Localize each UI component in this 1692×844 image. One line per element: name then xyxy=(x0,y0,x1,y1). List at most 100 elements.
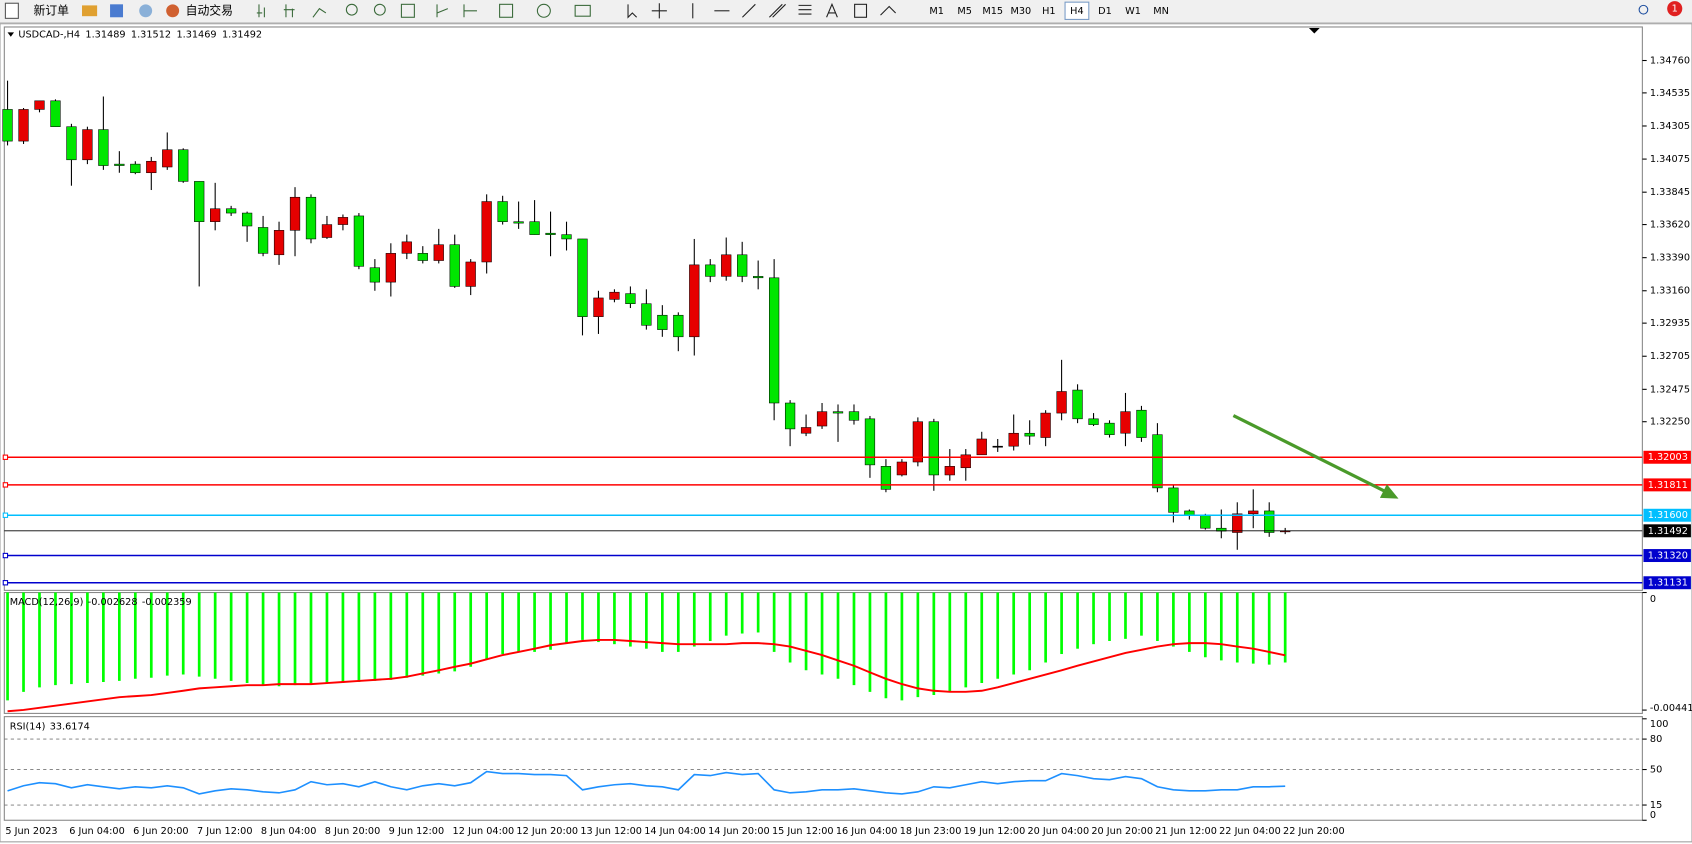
level-label-box xyxy=(1643,478,1691,492)
channel-icon[interactable] xyxy=(769,3,786,18)
candle-body xyxy=(162,149,173,168)
timeframe-button[interactable]: M1 xyxy=(929,6,944,17)
candle-body xyxy=(880,466,892,490)
chart-shift-marker[interactable] xyxy=(1308,28,1320,34)
timeframe-button[interactable]: D1 xyxy=(1098,6,1112,17)
timeframe-button[interactable]: H1 xyxy=(1042,6,1055,17)
auto-trading-icon[interactable] xyxy=(166,4,180,18)
x-tick-label: 18 Jun 23:00 xyxy=(900,826,962,837)
candle-body xyxy=(1056,391,1067,414)
indicator-value: -0.002628 xyxy=(88,597,138,608)
candle-body xyxy=(241,212,253,227)
candle-body xyxy=(1088,418,1099,425)
scroll-icon[interactable] xyxy=(436,4,449,18)
candle-body xyxy=(1008,432,1019,447)
timeframe-button[interactable]: H4 xyxy=(1070,6,1083,17)
new-order-icon[interactable] xyxy=(4,2,19,19)
candle-body xyxy=(529,221,540,235)
y-tick-label: 0 xyxy=(1650,594,1656,605)
periods-icon[interactable] xyxy=(536,3,551,18)
symbol-menu-arrow[interactable] xyxy=(7,32,15,37)
timeframe-button[interactable]: M30 xyxy=(1010,6,1031,17)
level-label-box xyxy=(1643,549,1691,563)
x-tick-label: 20 Jun 04:00 xyxy=(1028,826,1090,837)
candle-body xyxy=(848,411,860,421)
candle-body xyxy=(66,126,77,161)
candle-body xyxy=(641,303,652,326)
candle-body xyxy=(369,267,380,283)
candle-body xyxy=(98,129,109,166)
y-tick-label: 1.34760 xyxy=(1650,56,1690,67)
x-tick-label: 6 Jun 04:00 xyxy=(69,826,124,837)
new-order-button[interactable]: 新订单 xyxy=(33,3,69,17)
level-label: 1.31600 xyxy=(1648,510,1688,521)
candle-body xyxy=(832,411,844,414)
x-tick-label: 13 Jun 12:00 xyxy=(580,826,642,837)
auto-trading-button[interactable]: 自动交易 xyxy=(186,3,233,17)
text-icon[interactable] xyxy=(826,2,838,18)
indicators-icon[interactable] xyxy=(499,3,514,18)
trend-arrowhead xyxy=(1379,484,1399,499)
candle-body xyxy=(689,264,700,338)
y-tick-label: 1.33390 xyxy=(1650,253,1690,264)
line-chart-icon[interactable] xyxy=(312,7,327,18)
candle-body xyxy=(114,163,125,166)
bar-chart-icon[interactable] xyxy=(256,4,265,18)
ohlc-value: 1.31489 xyxy=(85,30,125,41)
level-handle xyxy=(2,580,9,586)
rsi-panel xyxy=(3,716,1643,821)
level-label: 1.31811 xyxy=(1648,480,1688,491)
chart-window xyxy=(0,23,1692,843)
cursor-icon[interactable] xyxy=(627,4,638,19)
x-tick-label: 21 Jun 12:00 xyxy=(1155,826,1217,837)
search-icon[interactable] xyxy=(1638,4,1649,15)
tile-icon[interactable] xyxy=(400,3,415,18)
candle-body xyxy=(481,201,492,263)
timeframe-button[interactable]: M15 xyxy=(982,6,1003,17)
trendline-icon[interactable] xyxy=(742,3,756,18)
arrows-icon[interactable] xyxy=(880,5,897,16)
toolbar-icon[interactable] xyxy=(110,4,124,18)
toolbar-icon[interactable] xyxy=(82,5,98,17)
level-handle xyxy=(2,552,9,559)
candle-body xyxy=(673,314,684,338)
notification-badge[interactable] xyxy=(1667,1,1683,17)
toolbar-icon[interactable] xyxy=(139,4,153,18)
y-tick-label: -0.004415 xyxy=(1650,703,1692,714)
x-tick-label: 8 Jun 04:00 xyxy=(261,826,316,837)
candle-body xyxy=(960,454,971,469)
y-tick-label: 15 xyxy=(1650,800,1662,811)
zoom-in-icon[interactable] xyxy=(345,3,358,16)
candle-body xyxy=(130,163,141,174)
timeframe-button[interactable]: W1 xyxy=(1125,6,1141,17)
y-tick-label: 1.32705 xyxy=(1650,351,1690,362)
candle-body xyxy=(18,109,29,142)
candle-body xyxy=(1104,422,1115,435)
shift-icon[interactable] xyxy=(463,4,477,18)
x-tick-label: 22 Jun 20:00 xyxy=(1283,826,1345,837)
timeframe-button[interactable]: MN xyxy=(1153,6,1169,17)
y-tick-label: 80 xyxy=(1650,734,1662,745)
timeframe-button[interactable]: M5 xyxy=(957,6,972,17)
candle-body xyxy=(944,466,955,476)
label-icon[interactable] xyxy=(854,3,868,18)
y-tick-label: 100 xyxy=(1650,719,1669,730)
candle-body xyxy=(864,418,876,466)
fibo-icon[interactable] xyxy=(798,4,812,15)
crosshair-icon[interactable] xyxy=(651,3,667,19)
toolbar-icons xyxy=(256,2,1649,19)
zoom-out-icon[interactable] xyxy=(373,3,386,16)
level-handle xyxy=(2,454,9,460)
candle-body xyxy=(1248,510,1259,515)
candle-body xyxy=(609,291,620,300)
x-tick-label: 14 Jun 20:00 xyxy=(708,826,770,837)
candle-chart-icon[interactable] xyxy=(283,4,295,18)
y-tick-label: 1.34075 xyxy=(1650,154,1690,165)
candle-body xyxy=(433,244,444,261)
y-tick-label: 1.32475 xyxy=(1650,384,1690,395)
y-tick-label: 1.33845 xyxy=(1650,187,1690,198)
templates-icon[interactable] xyxy=(574,4,591,17)
x-tick-label: 15 Jun 12:00 xyxy=(772,826,834,837)
